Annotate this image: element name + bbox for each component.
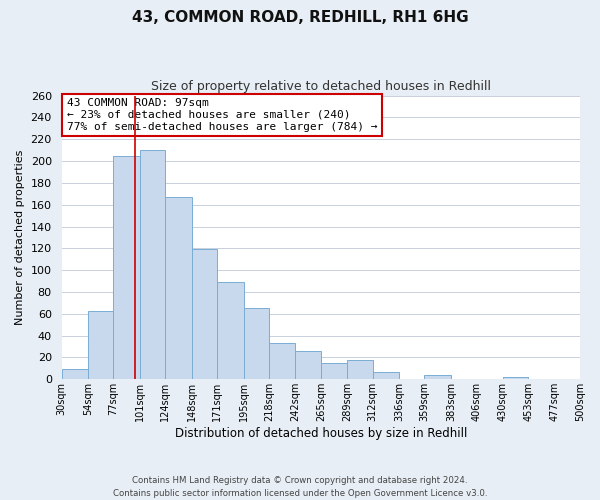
Bar — [373, 372, 399, 380]
Bar — [269, 344, 295, 380]
Bar — [503, 377, 528, 380]
Bar — [424, 375, 451, 380]
Title: Size of property relative to detached houses in Redhill: Size of property relative to detached ho… — [151, 80, 491, 93]
Bar — [140, 150, 165, 380]
Bar — [321, 363, 347, 380]
Text: 43, COMMON ROAD, REDHILL, RH1 6HG: 43, COMMON ROAD, REDHILL, RH1 6HG — [131, 10, 469, 25]
Y-axis label: Number of detached properties: Number of detached properties — [15, 150, 25, 325]
Bar — [88, 310, 113, 380]
Bar — [165, 197, 191, 380]
Bar — [347, 360, 373, 380]
X-axis label: Distribution of detached houses by size in Redhill: Distribution of detached houses by size … — [175, 427, 467, 440]
Bar — [244, 308, 269, 380]
Bar — [295, 351, 321, 380]
Bar — [191, 250, 217, 380]
Bar — [62, 370, 88, 380]
Text: Contains HM Land Registry data © Crown copyright and database right 2024.
Contai: Contains HM Land Registry data © Crown c… — [113, 476, 487, 498]
Text: 43 COMMON ROAD: 97sqm
← 23% of detached houses are smaller (240)
77% of semi-det: 43 COMMON ROAD: 97sqm ← 23% of detached … — [67, 98, 377, 132]
Bar — [217, 282, 244, 380]
Bar — [113, 156, 140, 380]
